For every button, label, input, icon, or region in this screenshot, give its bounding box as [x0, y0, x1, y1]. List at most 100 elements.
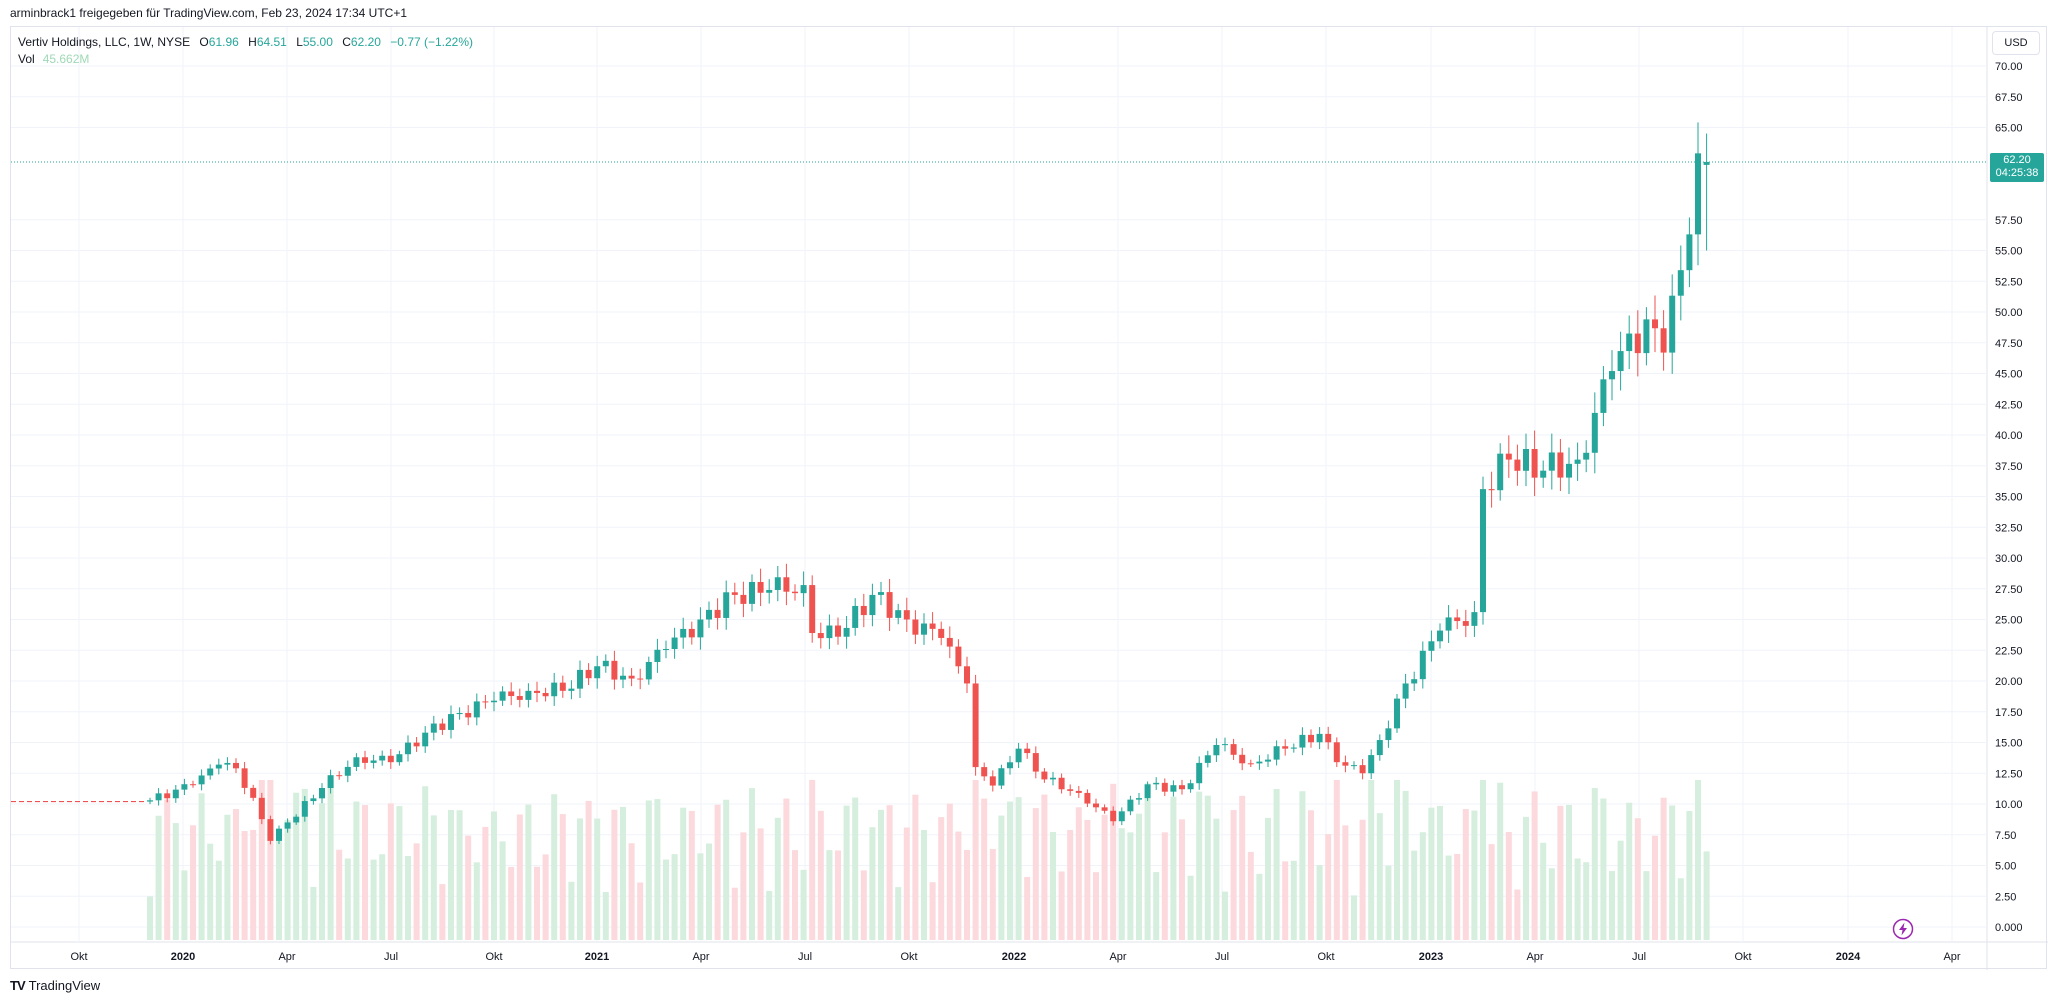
volume-bar — [362, 805, 368, 940]
volume-bar — [1695, 780, 1701, 940]
y-tick-label: 50.00 — [1995, 307, 2023, 319]
volume-bar — [654, 799, 661, 940]
close-value: 62.20 — [350, 35, 381, 49]
volume-bar — [344, 858, 351, 940]
volume-bar — [1282, 861, 1289, 940]
y-tick-label: 10.00 — [1995, 799, 2023, 811]
candle-body — [1376, 740, 1383, 756]
candle-body — [594, 666, 601, 679]
volume-bar — [706, 843, 712, 940]
volume-bar — [1058, 871, 1065, 940]
candle-body — [766, 589, 773, 593]
candle-body — [1445, 617, 1452, 631]
volume-bar — [370, 859, 377, 940]
x-tick-label: Apr — [1526, 951, 1543, 963]
candle-body — [602, 660, 609, 667]
candle-body — [1419, 650, 1426, 680]
y-tick-label: 20.00 — [1995, 676, 2023, 688]
candle-body — [1609, 371, 1615, 380]
candle-body — [774, 577, 781, 590]
candle-body — [1703, 161, 1710, 165]
volume-bar — [964, 849, 970, 940]
candle-body — [422, 732, 429, 747]
currency-button[interactable]: USD — [1992, 31, 2040, 55]
candle-body — [379, 755, 386, 761]
candle-body — [843, 627, 850, 637]
volume-bar — [886, 805, 893, 940]
x-tick-label: Okt — [1734, 951, 1751, 963]
candle-body — [903, 610, 910, 620]
candle-body — [749, 581, 755, 604]
candlestick-chart[interactable]: 0.000 2.50 5.00 7.50 10.00 12.50 15.00 17.50 20.… — [11, 27, 2048, 970]
x-tick-label: Apr — [1943, 951, 1960, 963]
volume-bar — [835, 850, 841, 940]
volume-bar — [1222, 891, 1228, 940]
candle-body — [731, 592, 738, 595]
volume-bar — [1342, 825, 1349, 940]
candle-body — [164, 793, 171, 799]
volume-bar — [1007, 801, 1013, 940]
candle-body — [1050, 777, 1056, 780]
tradingview-logo-icon: TV — [10, 978, 26, 993]
volume-bar — [1273, 789, 1280, 940]
y-tick-label: 47.50 — [1995, 338, 2023, 350]
candle-body — [1617, 351, 1624, 372]
candle-body — [972, 683, 979, 768]
volume-bar — [1256, 873, 1263, 940]
volume-bar — [1540, 842, 1547, 940]
volume-bar — [938, 817, 945, 940]
symbol-legend[interactable]: Vertiv Holdings, LLC, 1W, NYSE O61.96 H6… — [18, 34, 479, 68]
lightning-icon[interactable] — [1892, 918, 1914, 940]
volume-bar — [1325, 834, 1332, 940]
volume-bar — [413, 843, 420, 940]
volume-bar — [895, 887, 902, 940]
volume-bar — [1127, 832, 1134, 940]
volume-bar — [1050, 832, 1056, 940]
volume-bar — [1196, 791, 1203, 940]
volume-bar — [1514, 889, 1521, 940]
y-tick-label: 7.50 — [1995, 830, 2016, 842]
volume-bar — [1368, 780, 1375, 940]
candle-body — [362, 757, 368, 763]
symbol-name[interactable]: Vertiv Holdings, LLC, 1W, NYSE — [18, 35, 191, 49]
candle-body — [1497, 453, 1504, 491]
candle-body — [740, 594, 747, 604]
x-tick-label: 2023 — [1419, 951, 1443, 963]
tradingview-brand[interactable]: TV TradingView — [10, 978, 100, 993]
volume-bar — [1161, 832, 1168, 940]
candle-body — [1394, 698, 1400, 729]
volume-bar — [1110, 783, 1117, 940]
candle-body — [852, 605, 859, 628]
candle-body — [1101, 807, 1108, 811]
candle-body — [542, 692, 549, 697]
candle-body — [1161, 782, 1168, 792]
chart-pane[interactable]: 0.000 2.50 5.00 7.50 10.00 12.50 15.00 17.50 20.… — [10, 26, 2048, 970]
volume-bar — [1703, 851, 1710, 940]
volume-bar — [405, 856, 411, 940]
candle-body — [198, 775, 205, 785]
volume-bar — [731, 887, 738, 940]
volume-bar — [1118, 828, 1125, 940]
candle-body — [310, 798, 317, 802]
volume-bar — [611, 809, 618, 940]
candle-body — [1316, 733, 1323, 743]
volume-label[interactable]: Vol — [18, 52, 35, 66]
candle-body — [1067, 789, 1074, 791]
volume-bar — [1247, 851, 1254, 940]
volume-bar — [783, 798, 790, 940]
candle-body — [817, 633, 824, 639]
volume-bar — [774, 817, 781, 940]
candle-body — [860, 605, 867, 616]
candle-body — [1557, 452, 1564, 478]
bar-countdown: 04:25:38 — [1995, 167, 2039, 179]
volume-bar — [955, 831, 962, 940]
candle-body — [1170, 785, 1177, 792]
candle-body — [895, 610, 902, 618]
volume-bar — [826, 850, 833, 940]
candle-body — [1351, 765, 1357, 767]
candle-body — [1015, 748, 1022, 763]
candle-body — [1041, 771, 1048, 780]
candle-body — [637, 678, 644, 680]
volume-bar — [267, 780, 274, 940]
x-tick-label: Okt — [1317, 951, 1334, 963]
